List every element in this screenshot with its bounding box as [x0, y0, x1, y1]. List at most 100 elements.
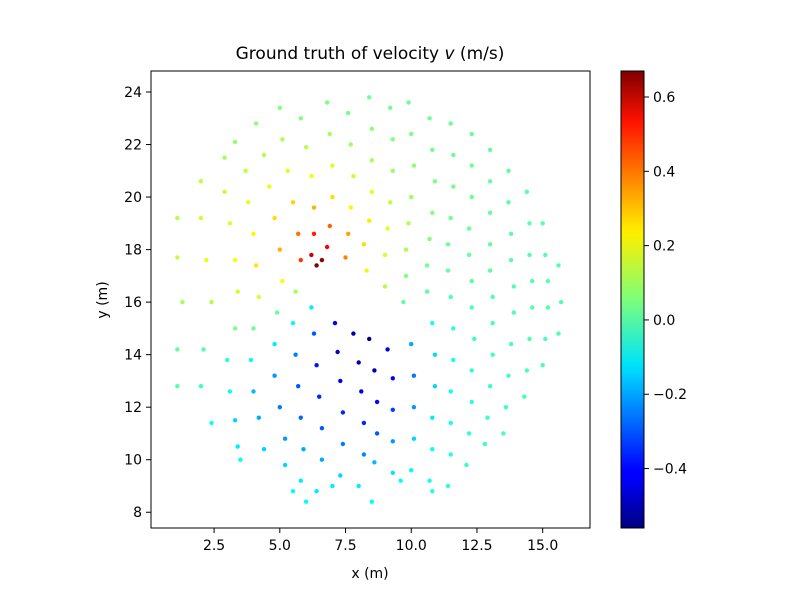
scatter-point: [317, 394, 322, 399]
scatter-point: [248, 357, 254, 363]
scatter-point: [356, 483, 361, 489]
scatter-point: [487, 179, 493, 184]
colorbar-tick-label: 0.2: [653, 239, 675, 255]
scatter-point: [298, 257, 303, 263]
scatter-point: [367, 95, 372, 100]
scatter-point: [374, 399, 380, 405]
scatter-point: [256, 294, 261, 300]
scatter-point: [324, 244, 330, 250]
scatter-point: [430, 489, 435, 494]
scatter-point: [309, 252, 314, 258]
scatter-point: [369, 499, 374, 504]
y-tick-label: 18: [124, 243, 142, 259]
scatter-point: [348, 142, 353, 147]
scatter-point: [540, 221, 545, 226]
scatter-point: [351, 331, 356, 336]
scatter-point: [296, 231, 301, 236]
scatter-point: [227, 221, 233, 226]
scatter-point: [267, 184, 272, 189]
scatter-point: [204, 257, 209, 263]
scatter-point: [469, 163, 474, 168]
scatter-point: [372, 368, 377, 373]
scatter-point: [369, 189, 374, 194]
scatter-point: [411, 405, 417, 410]
scatter-point: [235, 289, 240, 294]
scatter-point: [272, 215, 277, 221]
scatter-point: [527, 336, 532, 342]
scatter-point: [209, 420, 214, 426]
scatter-point: [253, 263, 259, 268]
scatter-point: [198, 179, 204, 184]
scatter-point: [201, 347, 206, 352]
scatter-point: [261, 447, 267, 452]
scatter-point: [209, 299, 214, 305]
colorbar-tick-label: 0.4: [653, 164, 675, 180]
scatter-point: [361, 420, 367, 426]
scatter-point: [487, 268, 493, 273]
scatter-point: [506, 373, 511, 378]
colorbar-tick-label: −0.2: [653, 387, 687, 403]
scatter-point: [432, 352, 438, 357]
scatter-point: [369, 158, 374, 163]
scatter-point: [367, 336, 372, 342]
scatter-point: [469, 399, 474, 405]
scatter-point: [524, 368, 530, 373]
scatter-point: [451, 152, 456, 158]
scatter-point: [251, 326, 256, 331]
scatter-point: [432, 384, 438, 389]
scatter-point: [301, 447, 306, 452]
scatter-point: [451, 184, 456, 189]
y-tick-label: 16: [124, 295, 142, 311]
scatter-point: [314, 489, 319, 494]
scatter-point: [346, 110, 351, 116]
colorbar-tick-label: 0.6: [653, 90, 675, 106]
scatter-point: [385, 347, 390, 352]
scatter-point: [466, 252, 472, 258]
scatter-point: [303, 145, 309, 150]
scatter-point: [543, 336, 548, 342]
scatter-point: [256, 415, 261, 420]
scatter-point: [280, 278, 285, 284]
scatter-point: [390, 439, 395, 444]
scatter-point: [290, 200, 296, 205]
scatter-point: [469, 278, 474, 284]
scatter-point: [511, 284, 516, 289]
x-axis: 2.5 5.0 7.5 10.0 12.5 15.0: [203, 528, 558, 554]
scatter-point: [469, 194, 474, 200]
y-tick-label: 24: [124, 85, 142, 101]
scatter-point: [298, 478, 303, 483]
scatter-point: [348, 205, 353, 210]
x-tick-label: 5.0: [269, 538, 291, 554]
chart-title: Ground truth of velocity v (m/s): [236, 44, 505, 64]
scatter-point: [222, 189, 227, 194]
y-tick-label: 22: [124, 138, 142, 154]
scatter-point: [285, 168, 290, 173]
scatter-point: [298, 415, 303, 420]
scatter-point: [430, 210, 435, 215]
scatter-point: [469, 305, 474, 310]
scatter-point: [511, 310, 516, 315]
scatter-point: [445, 242, 451, 247]
scatter-point: [527, 252, 532, 258]
scatter-point: [409, 194, 414, 200]
scatter-point: [508, 257, 514, 263]
scatter-point: [432, 179, 438, 184]
scatter-point: [382, 284, 388, 289]
scatter-point: [487, 242, 493, 247]
scatter-point: [330, 483, 335, 489]
scatter-point: [508, 231, 514, 236]
scatter-point: [330, 194, 335, 200]
y-tick-label: 8: [133, 505, 142, 521]
scatter-point: [411, 373, 417, 378]
scatter-point: [390, 407, 395, 412]
scatter-point: [556, 331, 561, 336]
scatter-point: [340, 410, 346, 415]
scatter-point: [527, 221, 532, 226]
scatter-point: [448, 121, 453, 126]
x-tick-label: 7.5: [334, 538, 356, 554]
scatter-point: [198, 384, 204, 389]
scatter-point: [409, 468, 414, 473]
scatter-point: [319, 257, 325, 263]
scatter-point: [311, 205, 317, 210]
